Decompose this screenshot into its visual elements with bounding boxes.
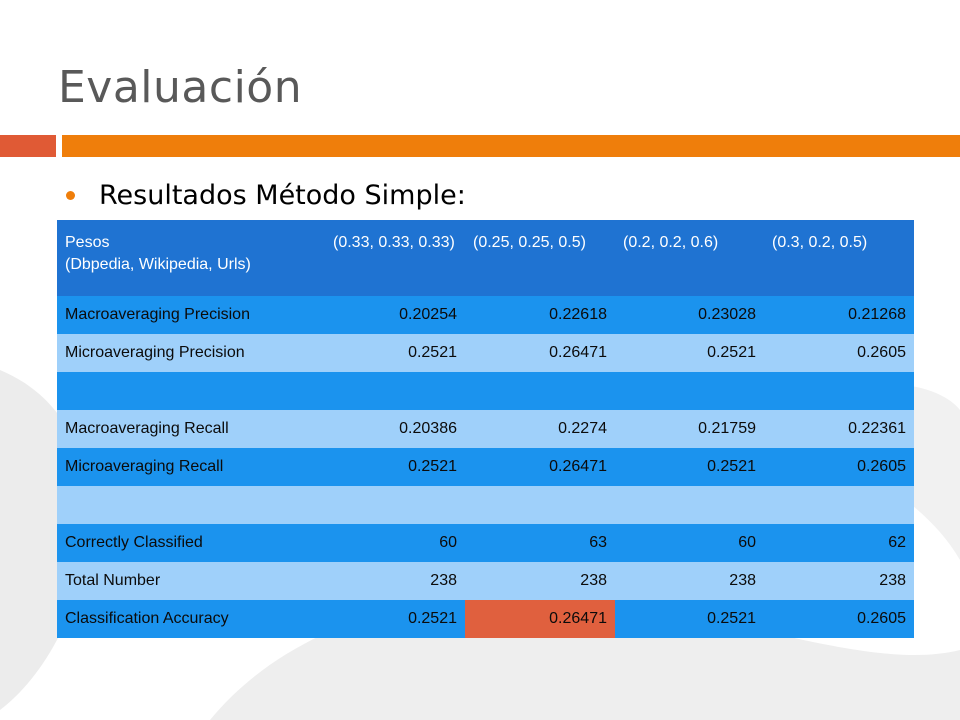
table-header-row: Pesos (Dbpedia, Wikipedia, Urls) (0.33, … bbox=[57, 220, 914, 296]
table-cell bbox=[615, 372, 764, 410]
table-cell: 0.2521 bbox=[408, 458, 457, 475]
table-cell: 0.2521 bbox=[408, 344, 457, 361]
bullet-dot-icon bbox=[66, 191, 75, 200]
table-cell: 63 bbox=[589, 534, 607, 551]
table-cell: 0.21268 bbox=[848, 306, 906, 323]
table-cell: 0.20386 bbox=[399, 420, 457, 437]
table-cell: 0.20254 bbox=[399, 306, 457, 323]
table-cell: 0.2521 bbox=[707, 344, 756, 361]
row-label: Microaveraging Recall bbox=[65, 458, 224, 475]
table-cell bbox=[465, 486, 615, 524]
table-cell: 62 bbox=[888, 534, 906, 551]
table-cell: 0.2521 bbox=[707, 610, 756, 627]
header-cell: (0.25, 0.25, 0.5) bbox=[473, 234, 586, 251]
accent-bar bbox=[62, 135, 960, 157]
table-cell: 0.22618 bbox=[549, 306, 607, 323]
table-cell bbox=[325, 486, 465, 524]
table-cell: 0.23028 bbox=[698, 306, 756, 323]
table-cell: 60 bbox=[439, 534, 457, 551]
table-cell: 0.2274 bbox=[558, 420, 607, 437]
table-cell: 60 bbox=[738, 534, 756, 551]
table-cell bbox=[764, 486, 914, 524]
header-cell: (0.3, 0.2, 0.5) bbox=[772, 234, 868, 251]
table-cell: 0.22361 bbox=[848, 420, 906, 437]
table-row: Total Number 238 238 238 238 bbox=[57, 562, 914, 600]
header-cell: (0.33, 0.33, 0.33) bbox=[333, 234, 455, 251]
table-cell: 238 bbox=[580, 572, 607, 589]
table-cell: 0.2605 bbox=[857, 458, 906, 475]
table-row: Microaveraging Recall 0.2521 0.26471 0.2… bbox=[57, 448, 914, 486]
row-label: Macroaveraging Recall bbox=[65, 420, 229, 437]
row-label: Macroaveraging Precision bbox=[65, 306, 250, 323]
table-row-empty bbox=[57, 372, 914, 410]
row-label bbox=[57, 486, 325, 524]
table-cell bbox=[465, 372, 615, 410]
results-table: Pesos (Dbpedia, Wikipedia, Urls) (0.33, … bbox=[57, 220, 914, 638]
bullet-item: Resultados Método Simple: bbox=[66, 180, 466, 211]
table-cell: 0.2605 bbox=[857, 610, 906, 627]
row-label: Microaveraging Precision bbox=[65, 344, 245, 361]
table-cell: 0.26471 bbox=[549, 458, 607, 475]
table-cell: 0.21759 bbox=[698, 420, 756, 437]
table-row-empty bbox=[57, 486, 914, 524]
row-label bbox=[57, 372, 325, 410]
table-row: Macroaveraging Recall 0.20386 0.2274 0.2… bbox=[57, 410, 914, 448]
header-pesos-sources: (Dbpedia, Wikipedia, Urls) bbox=[65, 256, 251, 273]
table-cell bbox=[325, 372, 465, 410]
table-cell: 0.2521 bbox=[408, 610, 457, 627]
table-row: Microaveraging Precision 0.2521 0.26471 … bbox=[57, 334, 914, 372]
table-cell-highlighted: 0.26471 bbox=[465, 600, 615, 638]
row-label: Classification Accuracy bbox=[65, 610, 229, 627]
table-row: Classification Accuracy 0.2521 0.26471 0… bbox=[57, 600, 914, 638]
table-cell bbox=[764, 372, 914, 410]
table-cell: 0.2521 bbox=[707, 458, 756, 475]
bullet-text: Resultados Método Simple: bbox=[99, 180, 466, 211]
header-cell-pesos: Pesos (Dbpedia, Wikipedia, Urls) bbox=[57, 220, 325, 296]
header-pesos-label: Pesos bbox=[65, 234, 110, 251]
table-cell: 0.26471 bbox=[549, 344, 607, 361]
table-cell: 238 bbox=[729, 572, 756, 589]
table-cell bbox=[615, 486, 764, 524]
table-row: Correctly Classified 60 63 60 62 bbox=[57, 524, 914, 562]
header-cell: (0.2, 0.2, 0.6) bbox=[623, 234, 719, 251]
slide-title: Evaluación bbox=[58, 62, 303, 113]
table-cell: 238 bbox=[879, 572, 906, 589]
table-row: Macroaveraging Precision 0.20254 0.22618… bbox=[57, 296, 914, 334]
row-label: Correctly Classified bbox=[65, 534, 203, 551]
table-cell: 0.2605 bbox=[857, 344, 906, 361]
table-cell: 238 bbox=[430, 572, 457, 589]
row-label: Total Number bbox=[65, 572, 161, 589]
accent-bar-left bbox=[0, 135, 56, 157]
